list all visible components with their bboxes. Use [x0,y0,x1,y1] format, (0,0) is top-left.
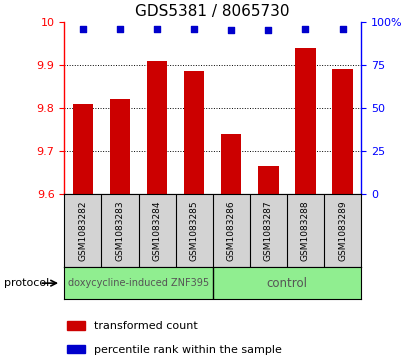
Title: GDS5381 / 8065730: GDS5381 / 8065730 [135,4,290,19]
Bar [184,72,204,194]
Bar [73,104,93,194]
Text: GSM1083282: GSM1083282 [78,200,88,261]
Text: GSM1083283: GSM1083283 [115,200,124,261]
Point [80,26,86,32]
Text: GSM1083286: GSM1083286 [227,200,236,261]
Text: control: control [266,277,308,290]
Bar [67,321,85,330]
Bar [64,267,213,299]
Text: GSM1083288: GSM1083288 [301,200,310,261]
Point [191,26,198,32]
Bar [295,48,316,194]
Bar [110,99,130,194]
Text: GSM1083287: GSM1083287 [264,200,273,261]
Text: GSM1083289: GSM1083289 [338,200,347,261]
Text: GSM1083284: GSM1083284 [153,200,161,261]
Point [117,26,123,32]
Bar [147,61,167,194]
Text: transformed count: transformed count [94,322,198,331]
Bar [258,166,278,194]
Point [339,26,346,32]
Text: percentile rank within the sample: percentile rank within the sample [94,345,282,355]
Point [228,28,234,33]
Point [265,28,272,33]
Text: doxycycline-induced ZNF395: doxycycline-induced ZNF395 [68,278,209,288]
Bar [213,267,361,299]
Text: GSM1083285: GSM1083285 [190,200,199,261]
Text: protocol: protocol [4,278,49,288]
Bar [332,69,353,194]
Point [154,26,160,32]
Point [302,26,309,32]
Bar [67,345,85,354]
Bar [221,134,242,194]
